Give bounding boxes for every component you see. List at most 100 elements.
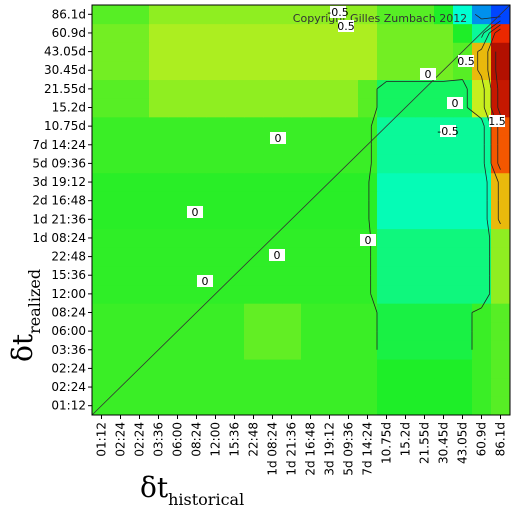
cell xyxy=(168,116,188,136)
cell xyxy=(225,79,245,99)
cell xyxy=(301,98,321,118)
cell xyxy=(225,340,245,360)
cell xyxy=(472,154,492,174)
cell xyxy=(168,228,188,248)
cell xyxy=(301,79,321,99)
contour-label: 0 xyxy=(192,206,199,219)
cell xyxy=(92,247,112,267)
cell xyxy=(491,98,511,118)
cell xyxy=(434,172,454,192)
cell xyxy=(206,60,226,81)
cell xyxy=(130,116,150,136)
cell xyxy=(415,284,435,304)
cell xyxy=(472,79,492,99)
cell xyxy=(339,340,359,360)
cell xyxy=(130,210,150,230)
cell xyxy=(377,340,397,360)
cell xyxy=(396,191,416,211)
cell xyxy=(263,23,283,43)
cell xyxy=(187,377,207,397)
contour-label: 0.5 xyxy=(457,55,475,68)
cell xyxy=(396,396,416,416)
cell xyxy=(320,303,340,323)
cell xyxy=(453,210,473,230)
cell xyxy=(263,210,283,230)
cell xyxy=(111,23,131,43)
cell xyxy=(415,359,435,379)
cell xyxy=(244,116,264,136)
cell xyxy=(282,116,302,136)
cell xyxy=(111,228,131,248)
cell xyxy=(282,191,302,211)
cell xyxy=(320,340,340,360)
cell xyxy=(339,172,359,192)
x-axis-title: δthistorical xyxy=(140,471,244,509)
cell xyxy=(396,284,416,304)
x-tick-label: 22:48 xyxy=(247,422,261,457)
cell xyxy=(206,228,226,248)
cell xyxy=(111,116,131,136)
cell xyxy=(434,284,454,304)
cell xyxy=(358,23,378,43)
x-tick-label: 7d 14:24 xyxy=(361,422,375,476)
cell xyxy=(415,23,435,43)
cell xyxy=(339,42,359,62)
cell xyxy=(472,5,492,25)
cell xyxy=(453,284,473,304)
cell xyxy=(472,303,492,323)
cell xyxy=(244,321,264,341)
cell xyxy=(282,340,302,360)
cell xyxy=(225,396,245,416)
cell xyxy=(339,79,359,99)
cell xyxy=(187,247,207,267)
contour-label-bg xyxy=(489,115,505,127)
cell xyxy=(168,265,188,286)
cell xyxy=(377,228,397,248)
cell xyxy=(111,42,131,62)
cell xyxy=(187,116,207,136)
contour-label: 0 xyxy=(425,68,432,81)
cell xyxy=(434,210,454,230)
x-tick-label: 10.75d xyxy=(380,422,394,464)
cell xyxy=(111,340,131,360)
cell xyxy=(187,191,207,211)
cell xyxy=(453,321,473,341)
cell xyxy=(453,135,473,155)
cell xyxy=(149,247,169,267)
cell xyxy=(244,191,264,211)
cell xyxy=(339,191,359,211)
cell xyxy=(168,303,188,323)
cell xyxy=(225,23,245,43)
cell xyxy=(92,284,112,304)
cell xyxy=(244,359,264,379)
cell xyxy=(92,228,112,248)
cell xyxy=(396,5,416,25)
cell xyxy=(130,191,150,211)
cell xyxy=(491,23,511,43)
cell xyxy=(92,303,112,323)
cell xyxy=(453,5,473,25)
cell xyxy=(282,172,302,192)
cell xyxy=(149,396,169,416)
cell xyxy=(472,265,492,286)
contour-label: -0.5 xyxy=(437,125,458,138)
cell xyxy=(339,359,359,379)
cell xyxy=(453,154,473,174)
contour-label-bg xyxy=(360,234,376,246)
cell xyxy=(301,303,321,323)
cell xyxy=(244,42,264,62)
cell xyxy=(377,191,397,211)
cell xyxy=(453,23,473,43)
contour-label: 0 xyxy=(275,132,282,145)
cell xyxy=(301,247,321,267)
cell xyxy=(225,321,245,341)
cell xyxy=(472,172,492,192)
y-tick-label: 43.05d xyxy=(44,45,86,59)
cell xyxy=(111,191,131,211)
cell xyxy=(434,5,454,25)
cell xyxy=(149,228,169,248)
cell xyxy=(453,228,473,248)
cell xyxy=(149,303,169,323)
cell xyxy=(453,396,473,416)
cell xyxy=(263,377,283,397)
